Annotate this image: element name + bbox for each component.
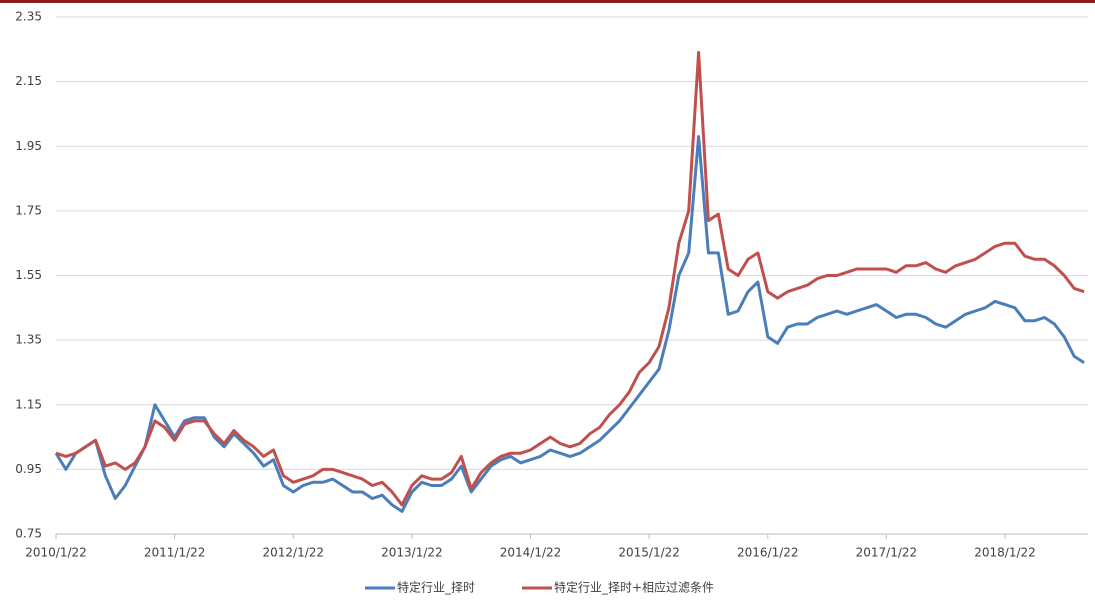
legend-label: 特定行业_择时 <box>397 580 475 595</box>
y-tick-label: 1.15 <box>15 397 42 411</box>
x-tick-label: 2010/1/22 <box>25 546 87 560</box>
y-tick-label: 1.55 <box>15 268 42 282</box>
y-tick-label: 2.35 <box>15 10 42 24</box>
x-tick-label: 2015/1/22 <box>618 546 680 560</box>
y-tick-label: 2.15 <box>15 74 42 88</box>
x-tick-label: 2014/1/22 <box>500 546 562 560</box>
series-line <box>54 135 1085 513</box>
x-tick-label: 2018/1/22 <box>974 546 1036 560</box>
header-bar <box>0 0 1095 3</box>
x-tick-label: 2011/1/22 <box>144 546 206 560</box>
x-tick-label: 2012/1/22 <box>262 546 324 560</box>
y-tick-label: 0.75 <box>15 527 42 541</box>
series-line <box>55 51 1085 507</box>
x-tick-label: 2016/1/22 <box>737 546 799 560</box>
x-tick-label: 2013/1/22 <box>381 546 443 560</box>
x-tick-label: 2017/1/22 <box>856 546 918 560</box>
legend-label: 特定行业_择时+相应过滤条件 <box>554 580 714 595</box>
y-tick-label: 1.35 <box>15 333 42 347</box>
y-tick-label: 0.95 <box>15 462 42 476</box>
y-tick-label: 1.95 <box>15 139 42 153</box>
y-tick-label: 1.75 <box>15 203 42 217</box>
